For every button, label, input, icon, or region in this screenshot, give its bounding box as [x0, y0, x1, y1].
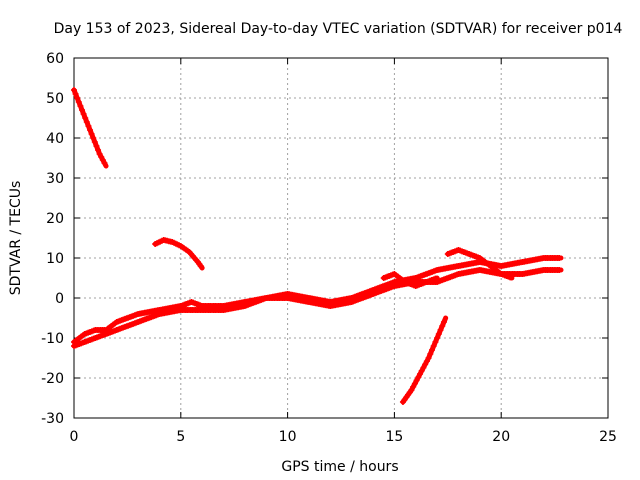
data-point	[72, 91, 79, 97]
data-point	[413, 377, 420, 384]
series-arc-3b	[71, 267, 564, 349]
data-point	[423, 358, 430, 365]
y-tick-label: 50	[46, 91, 64, 107]
data-point	[418, 367, 425, 374]
data-point	[430, 343, 437, 349]
y-tick-label: 20	[46, 211, 64, 227]
y-tick-label: 30	[46, 171, 64, 187]
data-point	[434, 335, 441, 341]
data-point	[422, 361, 429, 368]
data-point	[440, 319, 447, 325]
data-point	[432, 339, 439, 345]
data-point	[77, 103, 84, 109]
data-point	[82, 115, 89, 121]
series-arc-3d	[380, 271, 440, 289]
y-tick-label: -20	[41, 371, 64, 387]
x-tick-label: 10	[279, 429, 297, 445]
x-tick-label: 25	[599, 429, 617, 445]
data-point	[417, 371, 424, 377]
data-point	[88, 131, 95, 137]
x-tick-label: 15	[385, 429, 403, 445]
data-point	[93, 143, 100, 149]
y-tick-label: 10	[46, 251, 64, 267]
y-tick-label: 0	[55, 291, 64, 307]
x-axis-label: GPS time / hours	[281, 459, 398, 475]
series-arc-4	[399, 315, 449, 405]
chart-title: Day 153 of 2023, Sidereal Day-to-day VTE…	[54, 21, 623, 37]
y-tick-label: -30	[41, 411, 64, 427]
x-tick-label: 20	[492, 429, 510, 445]
data-point	[83, 119, 90, 125]
x-tick-label: 5	[176, 429, 185, 445]
data-point	[556, 255, 563, 261]
data-point	[411, 380, 418, 387]
data-point	[197, 263, 204, 269]
data-point	[75, 99, 82, 105]
data-point	[428, 347, 435, 353]
data-point	[439, 323, 446, 329]
series-arc-2	[152, 237, 205, 271]
series-line	[71, 267, 564, 349]
data-point	[79, 107, 86, 113]
data-point	[101, 160, 108, 166]
data-point	[95, 147, 102, 153]
data-point	[410, 383, 417, 390]
data-point	[427, 351, 434, 357]
data-point	[507, 274, 514, 281]
series-arc-3c	[444, 247, 515, 281]
data-point	[71, 87, 77, 93]
data-point	[87, 127, 94, 133]
y-tick-label: 60	[46, 51, 64, 67]
data-point	[437, 327, 444, 333]
data-point	[80, 111, 87, 117]
data-point	[415, 374, 422, 381]
series-arc-3a	[71, 255, 564, 345]
data-point	[91, 139, 98, 145]
data-point	[432, 275, 439, 282]
axis-ticks: 0 5 10 15 20 25 -30 -20 -10 0 10 20 30 40 50 60	[41, 51, 617, 445]
data-point	[435, 331, 442, 337]
x-tick-label: 0	[70, 429, 79, 445]
data-point	[556, 267, 563, 273]
data-point	[74, 95, 81, 101]
y-tick-label: 40	[46, 131, 64, 147]
series-arc-1	[71, 87, 109, 169]
data-point	[85, 123, 92, 129]
data-point	[420, 364, 427, 371]
plot-frame	[73, 57, 609, 419]
data-point	[408, 387, 415, 393]
data-point	[425, 355, 432, 361]
y-axis-label: SDTVAR / TECUs	[8, 181, 24, 296]
data-point	[90, 135, 97, 141]
grid-lines	[74, 58, 608, 418]
data-series	[71, 87, 564, 405]
y-tick-label: -10	[41, 331, 64, 347]
